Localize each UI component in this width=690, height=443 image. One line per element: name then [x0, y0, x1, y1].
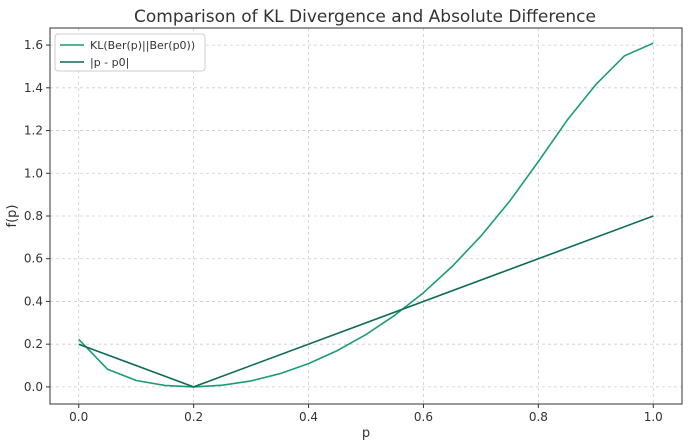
x-tick-label: 1.0 — [644, 410, 663, 424]
ticks: 0.0 0.2 0.4 0.6 0.8 1.0 0.0 0.2 0.4 0.6 0.8 1.0 1.2 1… — [24, 38, 663, 424]
y-tick-label: 0.0 — [24, 380, 43, 394]
y-tick-label: 1.2 — [24, 124, 43, 138]
y-tick-label: 1.4 — [24, 81, 43, 95]
x-tick-label: 0.0 — [69, 410, 88, 424]
y-tick-label: 1.0 — [24, 166, 43, 180]
series-group — [78, 42, 654, 388]
legend-box — [54, 33, 206, 72]
legend-label-abs: |p - p0| — [90, 56, 129, 69]
absolute-difference-line — [78, 215, 654, 388]
grid — [50, 28, 682, 404]
y-tick-label: 1.6 — [24, 38, 43, 52]
y-tick-label: 0.6 — [24, 252, 43, 266]
legend-label-kl: KL(Ber(p)||Ber(p0)) — [90, 39, 195, 52]
x-tick-label: 0.8 — [529, 410, 548, 424]
x-tick-label: 0.4 — [299, 410, 318, 424]
y-axis-label: f(p) — [5, 205, 20, 228]
x-tick-label: 0.2 — [184, 410, 203, 424]
chart-title: Comparison of KL Divergence and Absolute… — [134, 7, 596, 27]
y-tick-label: 0.4 — [24, 294, 43, 308]
legend: KL(Ber(p)||Ber(p0)) |p - p0| — [54, 33, 206, 72]
x-axis-label: p — [362, 426, 370, 441]
plot-frame — [49, 27, 683, 405]
x-tick-label: 0.6 — [414, 410, 433, 424]
y-tick-label: 0.8 — [24, 209, 43, 223]
y-tick-label: 0.2 — [24, 337, 43, 351]
kl-divergence-line — [78, 42, 654, 388]
